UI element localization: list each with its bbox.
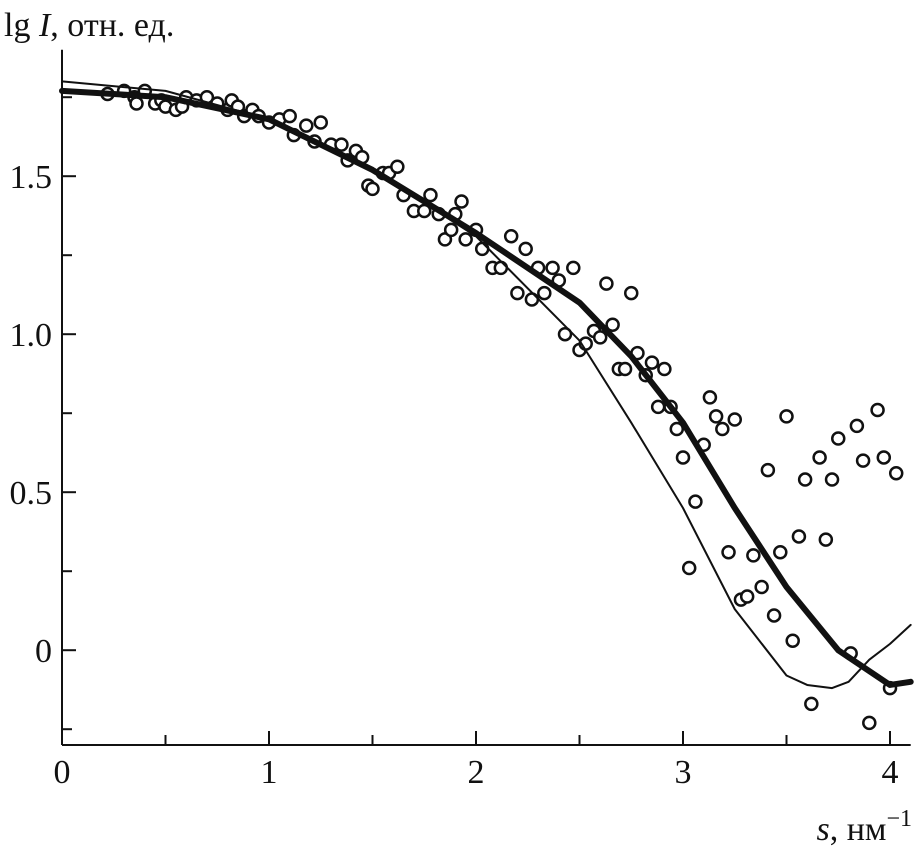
data-point — [474, 241, 490, 257]
data-point — [510, 285, 525, 301]
y-label-var: I — [38, 7, 52, 44]
x-axis-label: s, нм−1 — [817, 806, 913, 848]
data-point — [617, 361, 633, 377]
data-point — [862, 715, 877, 731]
data-point — [870, 402, 885, 418]
x-label-var: s — [817, 811, 830, 848]
y-tick-label: 0 — [35, 633, 52, 670]
data-point — [773, 544, 788, 560]
data-point — [739, 589, 755, 604]
data-point — [537, 285, 552, 301]
data-point — [849, 418, 865, 434]
data-point — [282, 108, 297, 124]
data-point — [876, 450, 892, 465]
data-point — [681, 560, 697, 576]
data-point — [688, 494, 703, 509]
data-point — [503, 228, 519, 244]
curve — [59, 87, 914, 688]
data-point — [313, 115, 328, 130]
data-point — [557, 326, 573, 342]
data-point — [390, 159, 405, 174]
data-point — [524, 292, 540, 307]
data-point — [592, 330, 608, 345]
data-point — [458, 232, 473, 247]
data-point — [721, 544, 736, 560]
y-tick-label: 1.0 — [10, 317, 53, 354]
curve — [61, 80, 912, 690]
data-point — [599, 276, 614, 291]
data-point — [818, 532, 834, 547]
data-point — [644, 355, 660, 370]
data-point — [129, 96, 144, 111]
data-point — [423, 187, 438, 203]
data-point — [518, 241, 533, 257]
data-point — [727, 412, 742, 427]
data-point — [804, 696, 819, 712]
data-point — [785, 633, 800, 648]
data-point — [888, 465, 904, 481]
data-point — [365, 181, 380, 197]
x-tick-label: 3 — [675, 754, 692, 791]
data-point — [708, 409, 724, 424]
data-point — [650, 399, 666, 415]
y-tick-label: 0.5 — [10, 475, 53, 512]
data-point — [831, 431, 846, 446]
data-point — [605, 317, 620, 332]
data-point — [624, 285, 639, 301]
data-point — [715, 421, 730, 437]
data-point — [766, 608, 782, 623]
x-tick-label: 0 — [54, 754, 71, 791]
x-tick-label: 2 — [468, 754, 485, 791]
data-point — [797, 472, 813, 487]
y-label-suffix: , отн. ед. — [50, 7, 174, 44]
data-point — [675, 450, 691, 465]
data-point — [443, 222, 459, 238]
data-point — [824, 472, 840, 487]
data-point — [746, 548, 761, 563]
data-point — [657, 361, 672, 377]
data-point — [454, 194, 469, 209]
data-point — [566, 260, 581, 276]
data-point — [855, 453, 871, 468]
x-tick-label: 1 — [261, 754, 278, 791]
data-point — [299, 118, 314, 133]
data-point — [754, 579, 769, 595]
data-point — [791, 529, 807, 544]
data-point — [779, 409, 794, 424]
data-point — [702, 390, 718, 405]
data-point — [334, 137, 349, 152]
x-label-suffix: , нм — [830, 811, 887, 848]
y-axis-label: lg I, отн. ед. — [4, 7, 174, 44]
y-label-prefix: lg — [4, 7, 39, 44]
y-tick-label: 1.5 — [10, 159, 53, 196]
data-point — [493, 260, 509, 276]
x-label-exponent: −1 — [886, 806, 912, 832]
data-point — [669, 421, 685, 437]
data-point — [545, 260, 560, 276]
x-tick-label: 4 — [882, 754, 899, 791]
data-point — [760, 462, 776, 478]
data-point — [812, 450, 827, 465]
